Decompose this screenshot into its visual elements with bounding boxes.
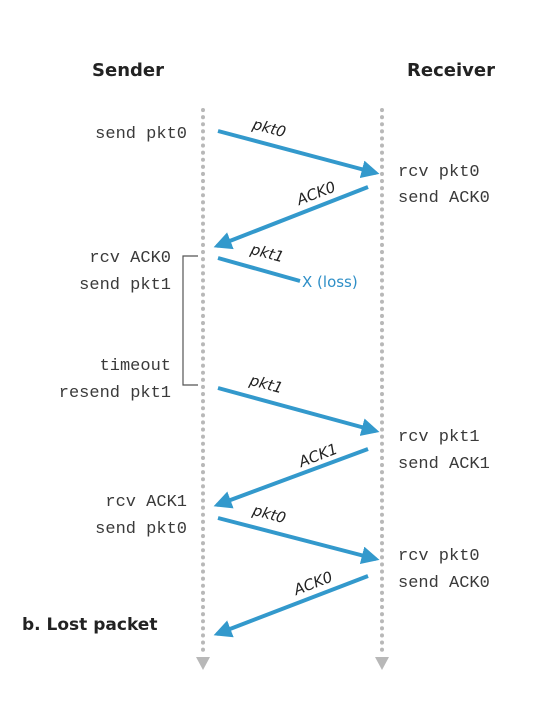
sender-event-send-pkt0: send pkt0 [95, 125, 187, 144]
arrow-ack0 [213, 185, 369, 250]
arrow-ack1 [213, 447, 369, 509]
label-pkt0: pkt0 [250, 115, 288, 141]
sender-event-rcv-ack0: rcv ACK0 [89, 249, 171, 268]
figure-caption: b. Lost packet [22, 615, 157, 635]
receiver-event-rcv-pkt0-2: rcv pkt0 [398, 547, 480, 566]
sender-event-timeout: timeout [100, 357, 171, 376]
sender-timeline [196, 108, 210, 670]
label-pkt1-lost: pkt1 [248, 240, 286, 266]
receiver-timeline [375, 108, 389, 670]
sender-event-rcv-ack1: rcv ACK1 [105, 493, 187, 512]
arrow-pkt0-2 [217, 516, 380, 565]
receiver-header: Receiver [407, 60, 495, 81]
arrow-ack0-2 [213, 574, 369, 638]
receiver-event-send-ack1: send ACK1 [398, 455, 490, 474]
loss-marker: X (loss) [302, 273, 358, 291]
sender-event-send-pkt1: send pkt1 [79, 276, 171, 295]
timeout-bracket [182, 255, 198, 386]
sender-header: Sender [92, 60, 164, 81]
label-pkt1-resend: pkt1 [247, 371, 285, 397]
sender-event-send-pkt0-2: send pkt0 [95, 520, 187, 539]
receiver-event-send-ack0: send ACK0 [398, 189, 490, 208]
arrow-pkt1-lost [217, 256, 301, 283]
receiver-event-send-ack0-2: send ACK0 [398, 574, 490, 593]
label-pkt0-2: pkt0 [250, 501, 288, 527]
label-ack0-2: ACK0 [290, 568, 335, 600]
arrow-pkt0 [217, 129, 380, 178]
label-ack0: ACK0 [293, 178, 338, 210]
receiver-event-rcv-pkt0: rcv pkt0 [398, 163, 480, 182]
sender-event-resend-pkt1: resend pkt1 [59, 384, 171, 403]
receiver-event-rcv-pkt1: rcv pkt1 [398, 428, 480, 447]
arrow-pkt1-resend [217, 386, 380, 436]
